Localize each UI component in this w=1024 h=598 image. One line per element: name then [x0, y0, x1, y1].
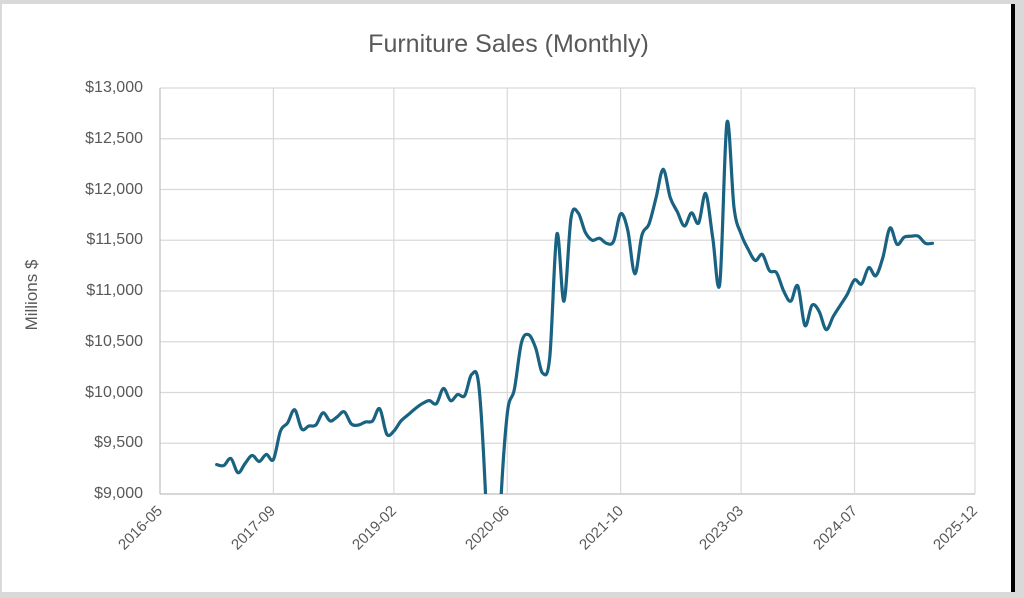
y-tick-label: $10,000: [85, 383, 143, 401]
y-tick-label: $11,500: [86, 231, 143, 249]
y-tick-label: $12,000: [85, 180, 143, 198]
y-tick-label: $9,000: [94, 485, 143, 502]
y-tick-label: $13,000: [85, 79, 143, 96]
y-tick-label: $12,500: [85, 129, 143, 147]
y-tick-label: $9,500: [94, 434, 143, 452]
chart-title: Furniture Sales (Monthly): [368, 30, 649, 58]
y-tick-label: $11,000: [86, 282, 143, 299]
sales-line-series: [215, 119, 935, 494]
y-tick-label: $10,500: [85, 332, 143, 350]
